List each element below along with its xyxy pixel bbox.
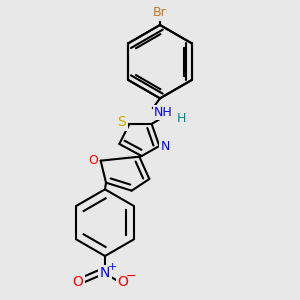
Text: H: H [177,112,186,125]
Text: −: − [125,270,136,283]
Text: S: S [118,116,126,130]
Text: O: O [73,275,83,289]
Text: N: N [100,266,110,280]
Text: Br: Br [153,7,167,20]
Text: N: N [160,140,170,152]
Text: O: O [88,154,98,167]
Text: +: + [108,262,117,272]
Text: NH: NH [154,106,173,119]
Text: O: O [118,275,128,289]
